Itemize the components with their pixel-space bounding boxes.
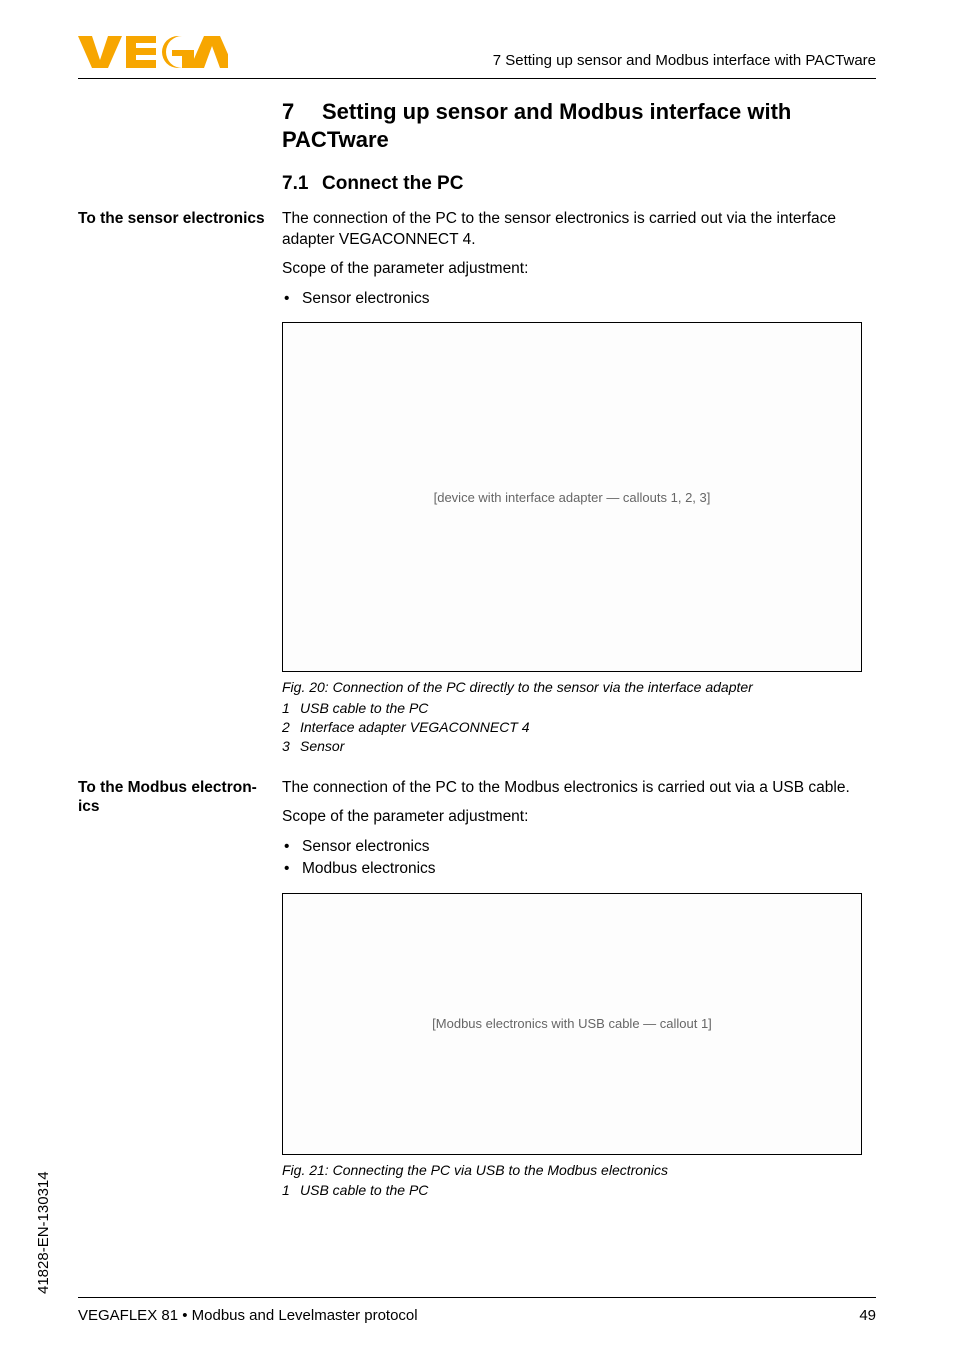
brand-logo — [78, 34, 228, 70]
figure-placeholder: [device with interface adapter — callout… — [434, 490, 711, 505]
legend-num: 1 — [282, 699, 300, 718]
body-text: The connection of the PC to the Modbus e… — [282, 778, 876, 799]
doc-number-vertical: 41828-EN-130314 — [35, 1171, 52, 1294]
figure-caption: Fig. 21: Connecting the PC via USB to th… — [282, 1161, 876, 1180]
list-item: Modbus electronics — [282, 858, 876, 880]
section-number: 7.1 — [282, 173, 322, 195]
body-text: The connection of the PC to the sensor e… — [282, 209, 876, 251]
footer-product: VEGAFLEX 81 • Modbus and Levelmaster pro… — [78, 1307, 418, 1324]
bullet-list: Sensor electronics Modbus electronics — [282, 836, 876, 881]
content-area: 7Setting up sensor and Modbus interface … — [78, 98, 876, 1222]
chapter-title: Setting up sensor and Modbus interface w… — [282, 99, 791, 152]
legend-text: Interface adapter VEGACONNECT 4 — [300, 719, 530, 735]
legend-text: USB cable to the PC — [300, 1182, 428, 1198]
body-text: Scope of the parameter adjustment: — [282, 259, 876, 280]
chapter-heading: 7Setting up sensor and Modbus interface … — [282, 98, 876, 153]
chapter-number: 7 — [282, 98, 322, 126]
figure-20: [device with interface adapter — callout… — [282, 322, 862, 672]
legend-text: Sensor — [300, 738, 344, 754]
legend-num: 2 — [282, 718, 300, 737]
list-item: Sensor electronics — [282, 836, 876, 858]
page-number: 49 — [859, 1307, 876, 1324]
legend-num: 1 — [282, 1181, 300, 1200]
bullet-list: Sensor electronics — [282, 288, 876, 310]
figure-legend: 1USB cable to the PC 2Interface adapter … — [282, 699, 876, 756]
figure-placeholder: [Modbus electronics with USB cable — cal… — [432, 1016, 712, 1031]
section-title: Connect the PC — [322, 173, 463, 194]
margin-label-sensor: To the sensor electronics — [78, 209, 282, 228]
footer-rule — [78, 1297, 876, 1298]
margin-label-modbus: To the Modbus electron-ics — [78, 778, 282, 817]
list-item: Sensor electronics — [282, 288, 876, 310]
section-heading: 7.1Connect the PC — [282, 173, 876, 195]
figure-caption: Fig. 20: Connection of the PC directly t… — [282, 678, 876, 697]
legend-num: 3 — [282, 737, 300, 756]
figure-21: [Modbus electronics with USB cable — cal… — [282, 893, 862, 1155]
figure-legend: 1USB cable to the PC — [282, 1181, 876, 1200]
header-rule — [78, 78, 876, 79]
running-head: 7 Setting up sensor and Modbus interface… — [493, 52, 876, 69]
body-text: Scope of the parameter adjustment: — [282, 807, 876, 828]
legend-text: USB cable to the PC — [300, 700, 428, 716]
